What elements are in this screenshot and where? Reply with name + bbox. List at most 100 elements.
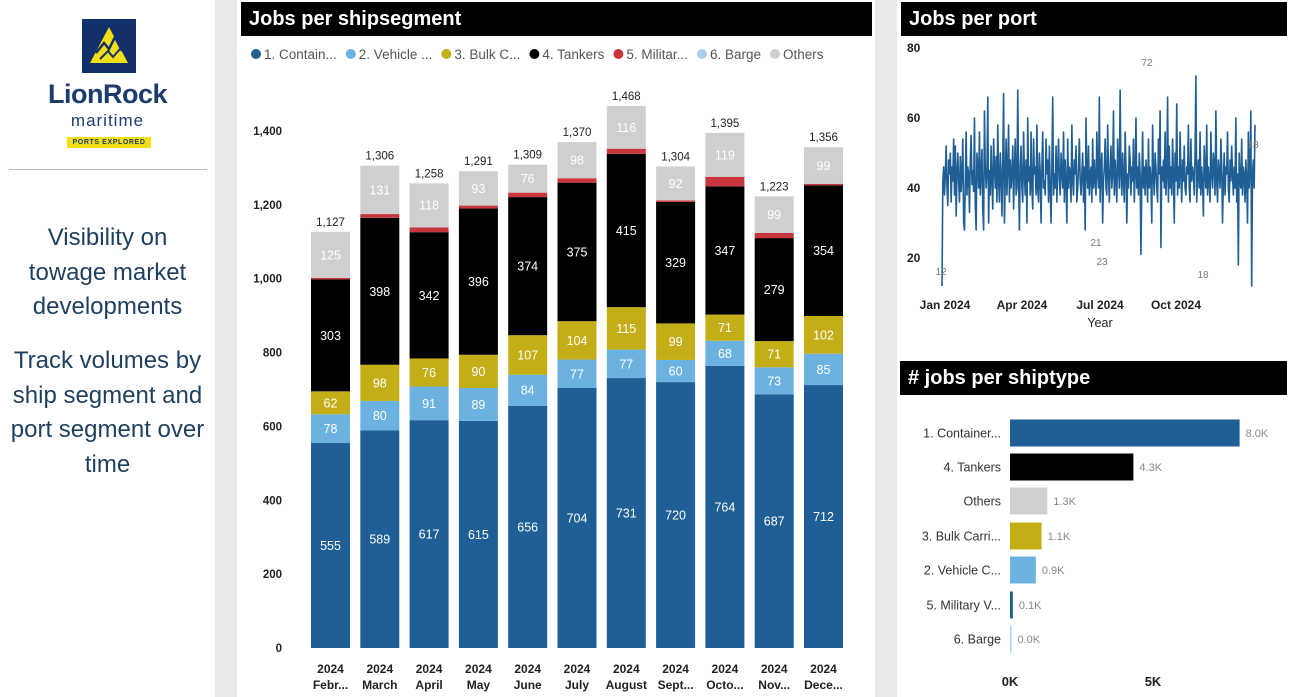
segment-value-label: 77 xyxy=(619,357,633,371)
shipsegment-stacked-bar-chart: 1. Contain... 2. Vehicle ... 3. Bulk C... 4… xyxy=(251,47,843,692)
shiptype-value-label: 0.9K xyxy=(1042,565,1065,577)
bar-segment xyxy=(804,147,843,184)
segment-value-label: 76 xyxy=(521,172,535,186)
bar-segment xyxy=(360,400,400,431)
legend-marker xyxy=(769,49,780,59)
bar-segment xyxy=(606,153,646,308)
brand-tagline: PORTS EXPLORED xyxy=(67,137,151,148)
shipsegment-chart-title: Jobs per shipsegment xyxy=(241,2,872,36)
bar-total-label: 1,306 xyxy=(365,151,394,163)
bar-segment xyxy=(311,231,350,278)
segment-value-label: 125 xyxy=(320,248,341,262)
bar-segment xyxy=(458,420,498,648)
legend-marker xyxy=(345,49,356,59)
line-x-tick-label: Jul 2024 xyxy=(1076,298,1124,312)
shiptype-value-label: 4.3K xyxy=(1139,462,1162,474)
line-annotation: 12 xyxy=(935,267,947,278)
line-x-axis-title: Year xyxy=(1087,316,1112,330)
brand-subtitle: maritime xyxy=(70,111,145,130)
bar-segment xyxy=(557,142,597,179)
shipsegment-panel: Jobs per shipsegment 1. Contain... 2. Veh… xyxy=(237,0,875,697)
shiptype-category-label: 6. Barge xyxy=(954,633,1001,647)
shiptype-category-label: Others xyxy=(963,495,1001,509)
segment-value-label: 731 xyxy=(616,507,637,521)
bar-segment xyxy=(656,323,696,360)
bar-segment xyxy=(804,185,843,316)
x-tick-month-label: April xyxy=(415,678,442,692)
legend-marker xyxy=(251,49,261,59)
bar-segment xyxy=(754,367,794,395)
x-tick-month-label: May xyxy=(467,678,491,692)
x-tick-month-label: June xyxy=(514,678,542,692)
legend-label: 6. Barge xyxy=(710,47,761,62)
lionrock-logo-icon xyxy=(82,19,136,73)
segment-value-label: 99 xyxy=(817,159,831,173)
bar-segment xyxy=(754,341,794,368)
shiptype-category-label: 2. Vehicle C... xyxy=(924,564,1001,578)
line-x-tick-label: Oct 2024 xyxy=(1151,298,1201,312)
segment-value-label: 104 xyxy=(567,334,588,348)
intro-track-text: Track volumes by ship segment and port s… xyxy=(10,347,205,478)
bar-segment xyxy=(409,227,449,233)
segment-value-label: 342 xyxy=(419,289,440,303)
segment-value-label: 617 xyxy=(419,528,440,542)
bar-segment xyxy=(458,171,498,206)
segment-value-label: 78 xyxy=(324,422,338,436)
shiptype-category-label: 4. Tankers xyxy=(944,461,1001,475)
x-tick-year-label: 2024 xyxy=(761,662,788,676)
line-annotation: 18 xyxy=(1197,270,1209,281)
divider xyxy=(9,169,207,170)
segment-value-label: 68 xyxy=(718,347,732,361)
y-tick-label: 1,200 xyxy=(253,200,282,212)
segment-value-label: 90 xyxy=(471,365,485,379)
bar-segment xyxy=(409,183,449,227)
line-x-tick-label: Apr 2024 xyxy=(997,298,1048,312)
bar-segment xyxy=(705,365,745,648)
shiptype-bar xyxy=(1010,453,1134,481)
bar-segment xyxy=(557,359,597,389)
bar-segment xyxy=(705,176,745,187)
segment-value-label: 60 xyxy=(669,365,683,379)
left-panel: LionRock maritime PORTS EXPLORED Visibil… xyxy=(0,0,215,697)
shiptype-bar xyxy=(1010,419,1240,447)
bar-segment xyxy=(606,148,646,154)
shiptype-x-tick-label: 0K xyxy=(1002,674,1019,689)
line-y-tick-label: 80 xyxy=(907,41,921,55)
bar-segment xyxy=(754,238,794,342)
segment-value-label: 73 xyxy=(767,374,781,388)
segment-value-label: 398 xyxy=(369,285,390,299)
shiptype-bar xyxy=(1010,556,1036,584)
bar-total-label: 1,356 xyxy=(809,132,838,144)
bar-segment xyxy=(606,378,646,648)
bar-segment xyxy=(804,183,843,186)
line-y-tick-label: 60 xyxy=(907,111,921,125)
segment-value-label: 107 xyxy=(517,348,538,362)
bar-segment xyxy=(606,349,646,379)
bar-segment xyxy=(508,374,548,406)
bar-segment xyxy=(656,200,696,202)
bar-segment xyxy=(458,205,498,209)
segment-value-label: 80 xyxy=(373,409,387,423)
bar-segment xyxy=(311,277,350,280)
segment-value-label: 375 xyxy=(567,245,588,259)
x-tick-year-label: 2024 xyxy=(416,662,443,676)
bar-segment xyxy=(409,232,449,359)
brand-name: LionRock xyxy=(47,79,168,109)
segment-value-label: 93 xyxy=(471,182,485,196)
x-tick-year-label: 2024 xyxy=(317,662,344,676)
legend-marker xyxy=(529,49,540,59)
bar-segment xyxy=(606,105,646,149)
line-y-tick-label: 40 xyxy=(907,181,921,195)
bar-total-label: 1,223 xyxy=(760,181,789,193)
segment-value-label: 115 xyxy=(616,322,636,336)
line-annotation: 72 xyxy=(1141,58,1153,69)
segment-value-label: 687 xyxy=(764,515,785,529)
shiptype-value-label: 1.1K xyxy=(1048,531,1071,543)
legend-marker xyxy=(613,49,624,59)
bar-segment xyxy=(508,192,548,198)
segment-value-label: 98 xyxy=(373,376,387,390)
y-tick-label: 400 xyxy=(263,495,282,507)
shiptype-value-label: 1.3K xyxy=(1053,496,1076,508)
segment-value-label: 354 xyxy=(813,244,834,258)
bar-segment xyxy=(508,405,548,648)
